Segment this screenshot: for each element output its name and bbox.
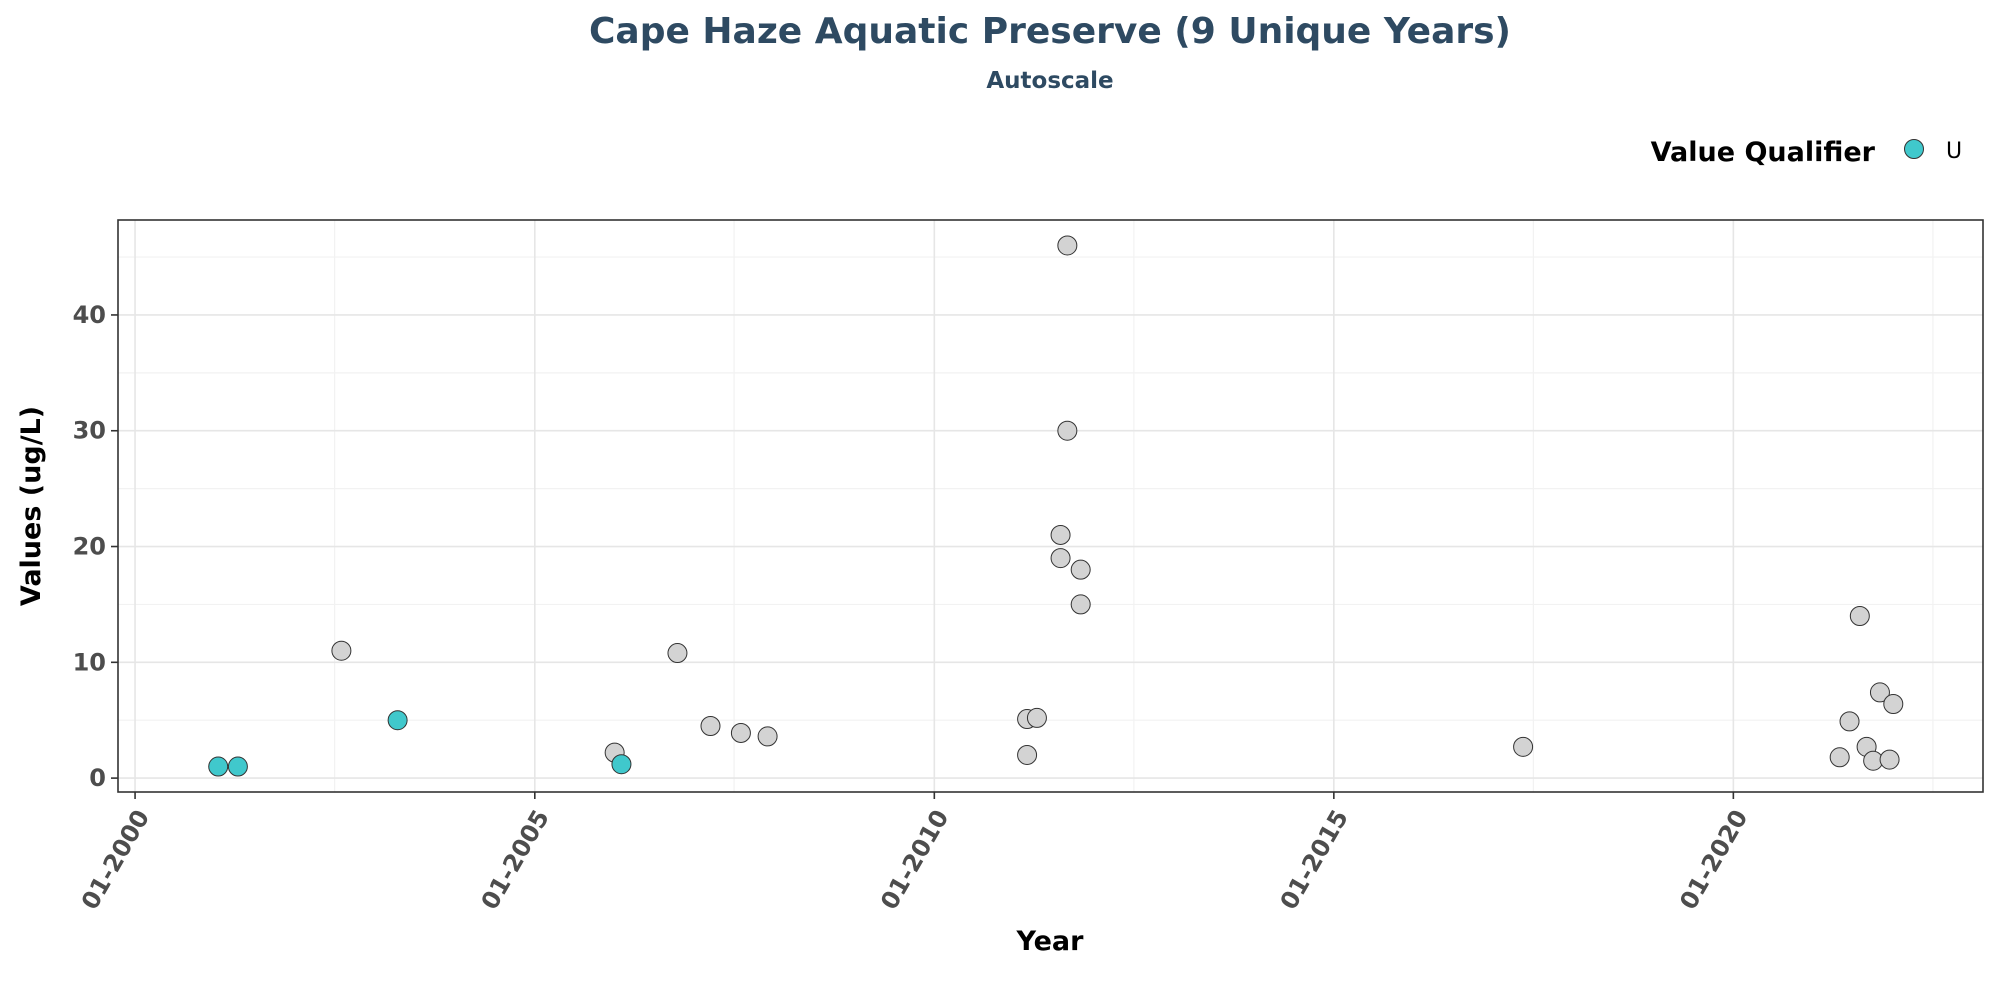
y-axis-title: Values (ug/L)	[16, 406, 47, 606]
data-point	[1050, 524, 1071, 545]
x-tick-label: 01-2005	[476, 805, 555, 914]
data-point	[1829, 747, 1850, 768]
data-point-qualified	[227, 756, 248, 777]
data-point	[1869, 682, 1890, 703]
data-point	[1070, 594, 1091, 615]
legend: Value Qualifier U	[1651, 137, 1962, 168]
data-point	[1057, 235, 1078, 256]
data-point-qualified	[208, 756, 229, 777]
chart-title: Cape Haze Aquatic Preserve (9 Unique Yea…	[589, 11, 1511, 52]
data-points	[208, 235, 1904, 777]
data-point	[1849, 606, 1870, 626]
axis-ticks	[111, 314, 1735, 799]
data-point-qualified	[611, 754, 632, 775]
x-axis-tick-labels: 01-2000 01-2005 01-2010 01-2015 01-2020	[76, 805, 1754, 914]
x-tick-label: 01-2000	[76, 805, 155, 914]
y-tick-label: 30	[73, 417, 106, 445]
x-tick-label: 01-2020	[1674, 805, 1753, 914]
data-point	[1879, 749, 1900, 770]
chart-subtitle: Autoscale	[986, 68, 1113, 94]
data-point	[331, 640, 352, 661]
data-point	[1839, 711, 1860, 732]
legend-label-u: U	[1946, 139, 1962, 164]
data-point	[667, 643, 688, 664]
data-point	[757, 726, 778, 747]
plot-panel	[117, 219, 1984, 793]
data-point-qualified	[387, 710, 408, 731]
data-point	[700, 716, 721, 736]
data-point	[1057, 420, 1078, 441]
data-point	[1883, 694, 1904, 714]
data-point	[1513, 736, 1534, 757]
y-tick-label: 20	[73, 533, 106, 561]
x-tick-label: 01-2010	[875, 805, 954, 914]
data-point	[1070, 559, 1091, 580]
x-axis-title: Year	[1016, 926, 1085, 957]
y-tick-label: 10	[73, 648, 106, 676]
legend-title: Value Qualifier	[1651, 137, 1876, 168]
data-point	[1017, 744, 1038, 765]
y-tick-label: 40	[73, 301, 106, 329]
y-tick-label: 0	[89, 764, 106, 792]
data-point	[730, 722, 751, 743]
y-axis-tick-labels: 0 10 20 30 40	[73, 301, 106, 792]
x-tick-label: 01-2015	[1275, 805, 1354, 914]
legend-key-u	[1904, 139, 1924, 159]
grid	[118, 220, 1983, 792]
data-point	[1026, 707, 1047, 728]
data-point	[1050, 548, 1071, 569]
